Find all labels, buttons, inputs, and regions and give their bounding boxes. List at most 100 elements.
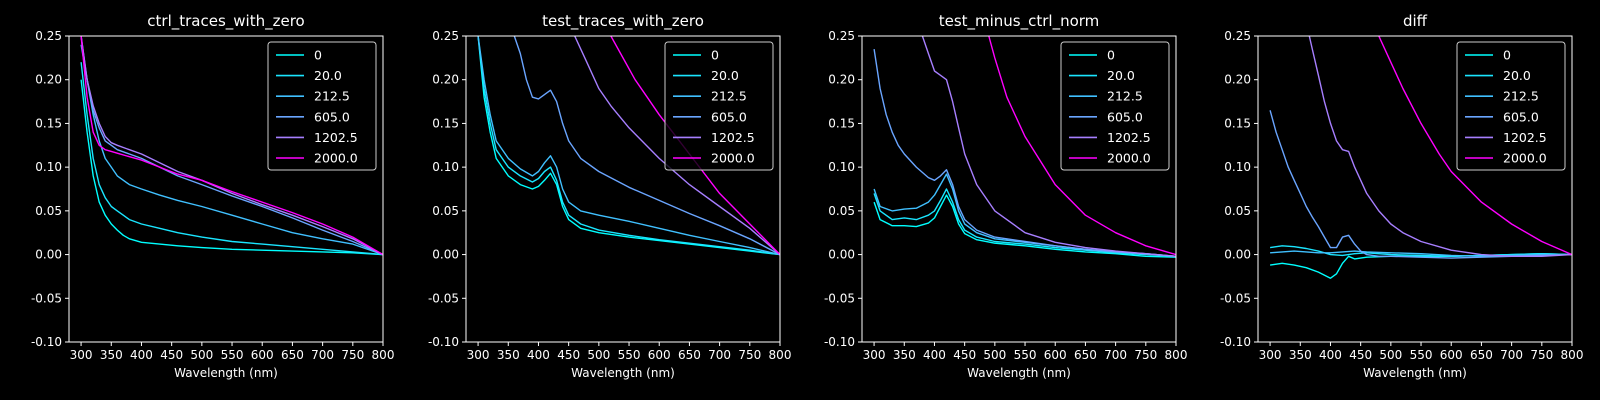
series-group <box>80 36 383 256</box>
y-tick-label: 0.10 <box>35 160 62 174</box>
legend: 0 20.0 212.5 605.0 1202.5 2000.0 <box>267 41 377 171</box>
chart-panel-4: 300 350 400 450 500 550 600 650 700 750 800 -0.10 -0… <box>1220 12 1584 380</box>
x-tick-label: 300 <box>1259 348 1282 362</box>
series-line-20.0 <box>873 188 1176 257</box>
y-tick-label: 0.05 <box>1224 204 1251 218</box>
legend-entry: 1202.5 <box>711 130 755 145</box>
x-tick-label: 600 <box>1044 348 1067 362</box>
legend-entry: 20.0 <box>1503 68 1531 83</box>
x-tick-label: 800 <box>372 348 395 362</box>
x-tick-label: 500 <box>983 348 1006 362</box>
x-tick-label: 350 <box>893 348 916 362</box>
x-tick-label: 450 <box>953 348 976 362</box>
x-tick-label: 400 <box>130 348 153 362</box>
x-tick-label: 450 <box>1349 348 1372 362</box>
y-tick-label: -0.05 <box>31 291 62 305</box>
x-axis-label: Wavelength (nm) <box>571 366 675 380</box>
x-tick-label: 650 <box>1074 348 1097 362</box>
legend-entry: 605.0 <box>1503 109 1539 124</box>
x-tick-label: 600 <box>251 348 274 362</box>
y-tick-label: -0.05 <box>824 291 855 305</box>
y-tick-label: 0.20 <box>1224 73 1251 87</box>
legend-entry: 2000.0 <box>314 151 358 166</box>
legend-entry: 0 <box>1107 48 1115 63</box>
series-line-1202.5 <box>1308 36 1572 257</box>
legend-entry: 212.5 <box>1107 89 1143 104</box>
y-tick-label: 0.15 <box>1224 116 1251 130</box>
y-tick-label: 0.15 <box>828 116 855 130</box>
x-tick-label: 650 <box>1470 348 1493 362</box>
y-tick-label: -0.10 <box>428 335 459 349</box>
y-tick-label: 0.20 <box>35 73 62 87</box>
legend-entry: 1202.5 <box>1107 130 1151 145</box>
series-line-2000.0 <box>610 36 780 256</box>
legend: 0 20.0 212.5 605.0 1202.5 2000.0 <box>664 41 774 171</box>
series-line-605.0 <box>80 36 383 256</box>
chart-title: diff <box>1403 12 1428 30</box>
x-tick-label: 600 <box>648 348 671 362</box>
series-line-1202.5 <box>921 36 1176 257</box>
series-group <box>873 36 1176 258</box>
x-tick-label: 750 <box>341 348 364 362</box>
legend-entry: 212.5 <box>1503 89 1539 104</box>
y-tick-label: 0.25 <box>1224 29 1251 43</box>
y-tick-label: 0.05 <box>35 204 62 218</box>
legend-entry: 20.0 <box>1107 68 1135 83</box>
series-line-1202.5 <box>574 36 780 256</box>
x-tick-label: 450 <box>557 348 580 362</box>
chart-panel-3: 300 350 400 450 500 550 600 650 700 750 800 -0.10 -0… <box>824 12 1188 380</box>
series-group <box>477 36 780 256</box>
series-line-20.0 <box>80 62 383 256</box>
legend-entry: 2000.0 <box>1503 151 1547 166</box>
x-tick-label: 550 <box>618 348 641 362</box>
x-axis-label: Wavelength (nm) <box>174 366 278 380</box>
y-tick-label: 0.05 <box>432 204 459 218</box>
legend-entry: 212.5 <box>711 89 747 104</box>
series-line-0 <box>873 194 1176 258</box>
axes-frame <box>861 35 1177 343</box>
y-tick-label: 0.25 <box>828 29 855 43</box>
x-tick-label: 400 <box>527 348 550 362</box>
y-tick-label: 0.05 <box>828 204 855 218</box>
x-tick-label: 500 <box>587 348 610 362</box>
x-tick-label: 300 <box>70 348 93 362</box>
legend: 0 20.0 212.5 605.0 1202.5 2000.0 <box>1060 41 1170 171</box>
y-tick-label: 0.10 <box>1224 160 1251 174</box>
y-tick-label: 0.20 <box>432 73 459 87</box>
chart-panel-2: 300 350 400 450 500 550 600 650 700 750 800 -0.10 -0… <box>428 12 792 380</box>
y-tick-label: -0.10 <box>1220 335 1251 349</box>
x-tick-label: 700 <box>1104 348 1127 362</box>
y-tick-label: 0.00 <box>35 248 62 262</box>
legend-entry: 0 <box>1503 48 1511 63</box>
x-tick-label: 700 <box>708 348 731 362</box>
legend-entry: 1202.5 <box>314 130 358 145</box>
series-line-20.0 <box>477 36 780 256</box>
x-tick-label: 750 <box>738 348 761 362</box>
legend-entry: 2000.0 <box>1107 151 1151 166</box>
legend-entry: 212.5 <box>314 89 350 104</box>
x-tick-label: 700 <box>311 348 334 362</box>
y-tick-label: -0.05 <box>1220 291 1251 305</box>
x-tick-label: 800 <box>1561 348 1584 362</box>
chart-title: test_minus_ctrl_norm <box>939 12 1100 31</box>
x-tick-label: 650 <box>678 348 701 362</box>
x-tick-label: 800 <box>769 348 792 362</box>
y-tick-label: 0.25 <box>432 29 459 43</box>
legend-entry: 605.0 <box>711 109 747 124</box>
y-tick-label: 0.00 <box>1224 248 1251 262</box>
x-tick-label: 350 <box>1289 348 1312 362</box>
series-line-212.5 <box>477 36 780 256</box>
y-tick-label: 0.15 <box>432 116 459 130</box>
y-tick-label: -0.10 <box>824 335 855 349</box>
chart-panel-1: 300 350 400 450 500 550 600 650 700 750 800 -0.10 -0… <box>31 12 395 380</box>
series-line-212.5 <box>80 44 383 256</box>
series-line-2000.0 <box>988 36 1176 256</box>
legend-entry: 2000.0 <box>711 151 755 166</box>
y-tick-label: -0.05 <box>428 291 459 305</box>
axes-frame <box>465 35 781 343</box>
y-tick-label: 0.00 <box>432 248 459 262</box>
x-axis-label: Wavelength (nm) <box>1363 366 1467 380</box>
x-tick-label: 800 <box>1165 348 1188 362</box>
x-tick-label: 300 <box>467 348 490 362</box>
